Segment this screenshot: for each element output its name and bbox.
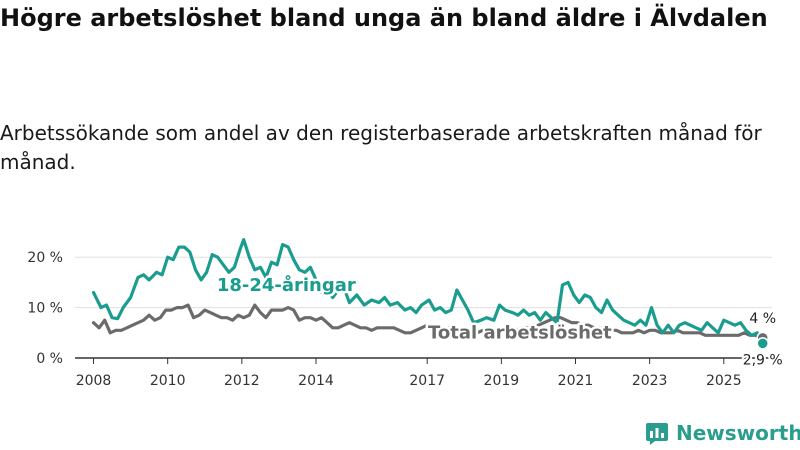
series-line-total [91,303,765,340]
x-tick-label: 2012 [224,373,260,389]
series-label-youth: 18-24-åringar [217,274,356,296]
page-subtitle: Arbetssökande som andel av den registerb… [0,121,762,174]
x-tick-label: 2023 [632,373,668,389]
page-title: Högre arbetslöshet bland unga än bland ä… [0,4,768,32]
x-tick-label: 2021 [558,373,594,389]
brand-logo: Newsworthy [645,418,800,448]
newsworthy-logo-icon [646,423,668,445]
y-tick-label: 0 % [36,351,63,367]
y-tick-label: 20 % [27,250,63,266]
x-tick-label: 2019 [484,373,520,389]
x-tick-label: 2017 [409,373,445,389]
series-line-youth [91,238,765,345]
y-tick-label: 10 % [27,301,63,317]
x-tick-label: 2025 [706,373,742,389]
end-marker-youth [756,337,769,350]
brand-name: Newsworthy [676,421,800,445]
series-label-total: Total arbetslöshet [428,322,612,343]
end-value-label-total: 4 % [749,311,776,327]
end-value-label-youth: 2,9 % [743,352,783,368]
x-tick-label: 2014 [298,373,334,389]
x-tick-label: 2010 [150,373,186,389]
x-tick-label: 2008 [76,373,112,389]
